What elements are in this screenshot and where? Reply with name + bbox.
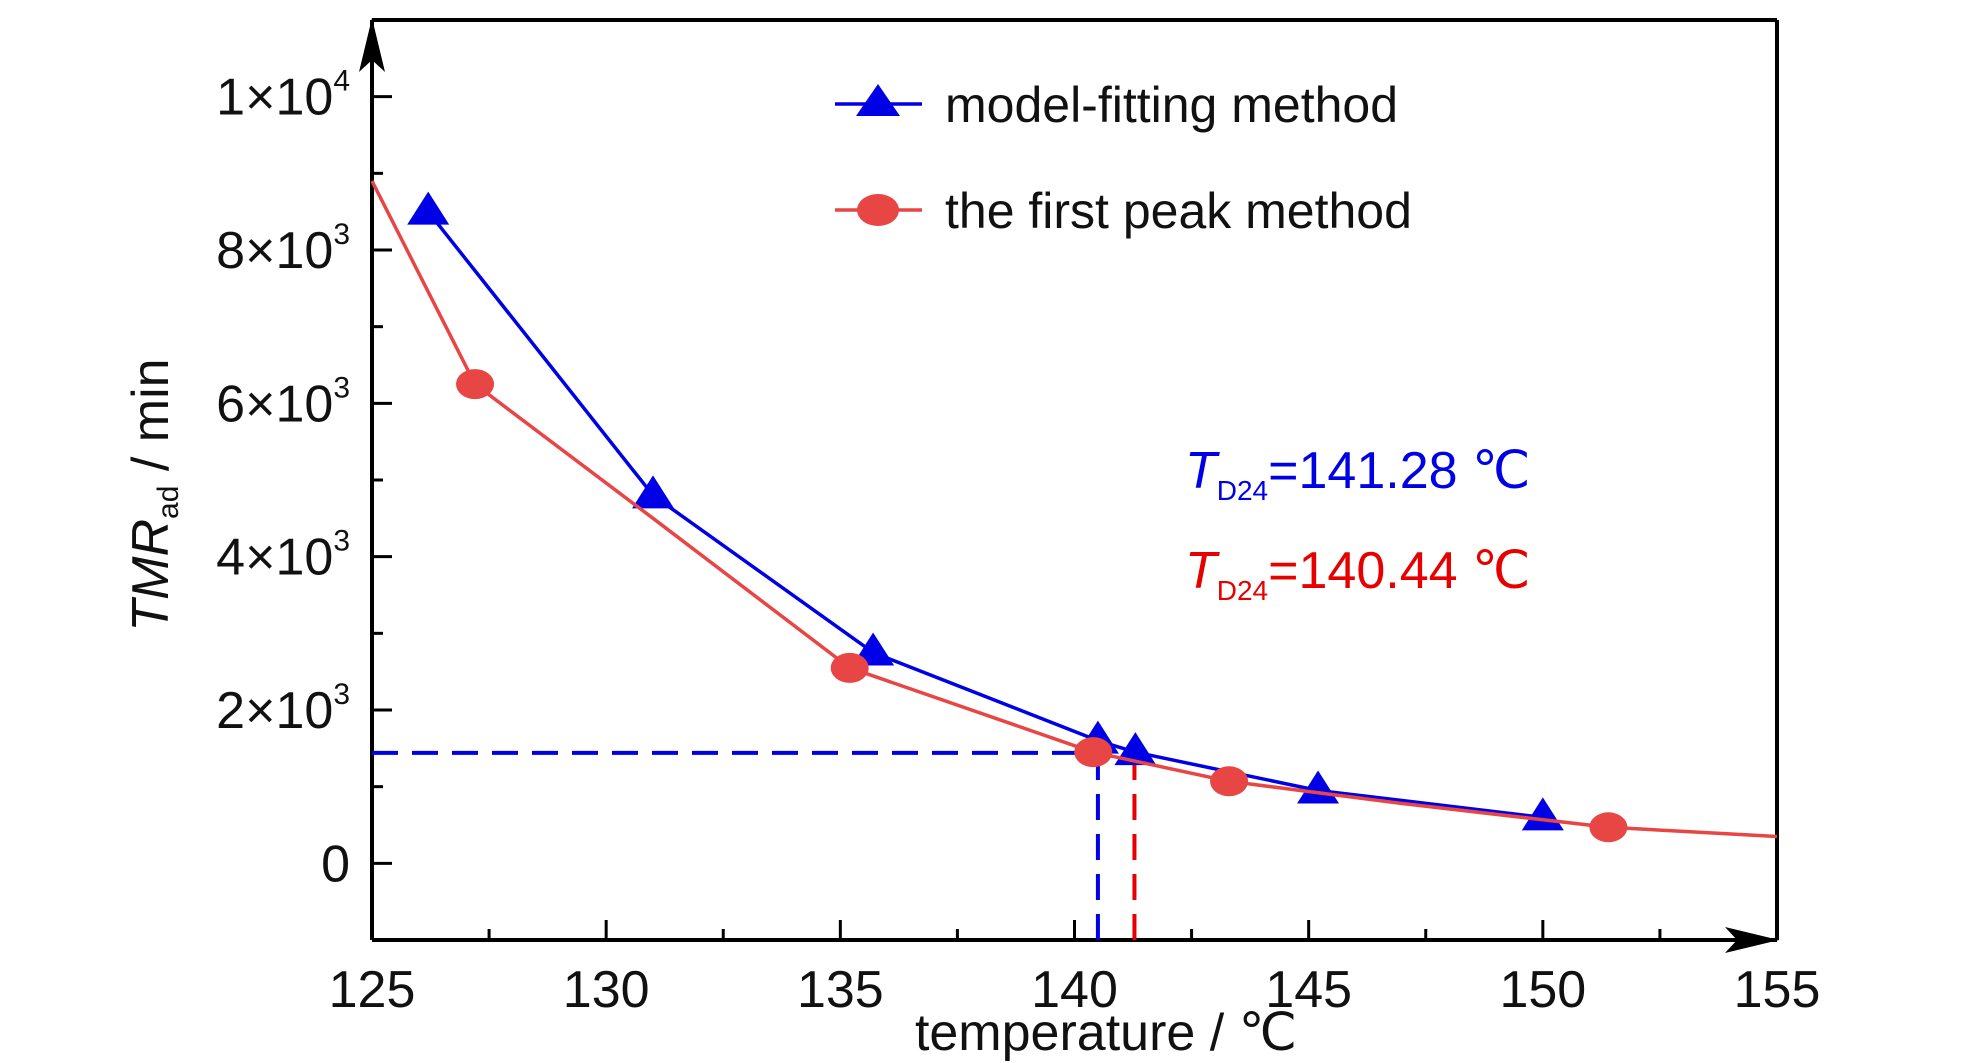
x-axis-label: temperature / ℃	[915, 1004, 1297, 1062]
x-tick-label: 130	[563, 961, 650, 1019]
legend-label-model-fitting: model-fitting method	[945, 77, 1398, 133]
x-axis-title: temperature / ℃	[915, 1004, 1297, 1062]
y-axis-label-sub: ad	[152, 486, 185, 519]
svg-text:TMRad / min: TMRad / min	[122, 358, 185, 631]
series-line	[426, 210, 1544, 820]
reference-lines	[372, 750, 1137, 940]
data-point-triangle	[632, 475, 674, 509]
y-tick-label: 1×104	[216, 65, 350, 127]
legend-item-model-fitting: model-fitting method	[835, 77, 1398, 133]
series-line	[370, 180, 1778, 839]
legend: model-fitting method the first peak meth…	[835, 77, 1412, 239]
plot-frame	[359, 18, 1779, 953]
x-tick-label: 140	[1031, 961, 1118, 1019]
x-tick-label: 135	[797, 961, 884, 1019]
x-tick-label: 125	[329, 961, 416, 1019]
y-axis-label-unit: / min	[122, 358, 180, 485]
data-point-circle	[1589, 812, 1628, 843]
data-point-triangle	[407, 191, 450, 225]
data-point-circle	[1074, 737, 1113, 768]
y-axis-label-base: TMR	[122, 519, 180, 632]
legend-circle-marker	[857, 194, 899, 226]
data-point-triangle	[1114, 732, 1157, 766]
annotation-t-d24: TD24=140.44 ℃	[1185, 542, 1530, 606]
x-axis-ticks: 125 130 135 140 145 150 155	[329, 920, 1821, 1019]
legend-item-first-peak: the first peak method	[835, 183, 1412, 239]
x-tick-label: 145	[1265, 961, 1352, 1019]
y-tick-label: 4×103	[216, 525, 350, 587]
data-point-circle	[456, 369, 495, 400]
y-axis-ticks: 1×104 8×103 6×103 4×103 2×103 0	[216, 18, 392, 942]
series-model-fitting	[407, 191, 1564, 831]
y-axis-title: TMRad / min	[122, 358, 185, 631]
data-point-circle	[1210, 766, 1249, 797]
y-tick-label: 8×103	[216, 218, 350, 280]
data-point-circle	[830, 652, 869, 683]
annotations: TD24=141.28 ℃ TD24=140.44 ℃	[1185, 442, 1530, 606]
y-axis-arrow	[359, 18, 385, 72]
annotation-t-d24: TD24=141.28 ℃	[1185, 442, 1530, 506]
series-first-peak	[370, 180, 1778, 843]
y-tick-label: 2×103	[216, 678, 350, 740]
legend-triangle-marker	[856, 84, 900, 116]
legend-label-first-peak: the first peak method	[945, 183, 1412, 239]
y-tick-label: 0	[321, 835, 350, 893]
x-tick-label: 150	[1499, 961, 1586, 1019]
y-tick-label: 6×103	[216, 371, 350, 433]
x-axis-arrow	[1725, 927, 1779, 953]
x-tick-label: 155	[1734, 961, 1821, 1019]
